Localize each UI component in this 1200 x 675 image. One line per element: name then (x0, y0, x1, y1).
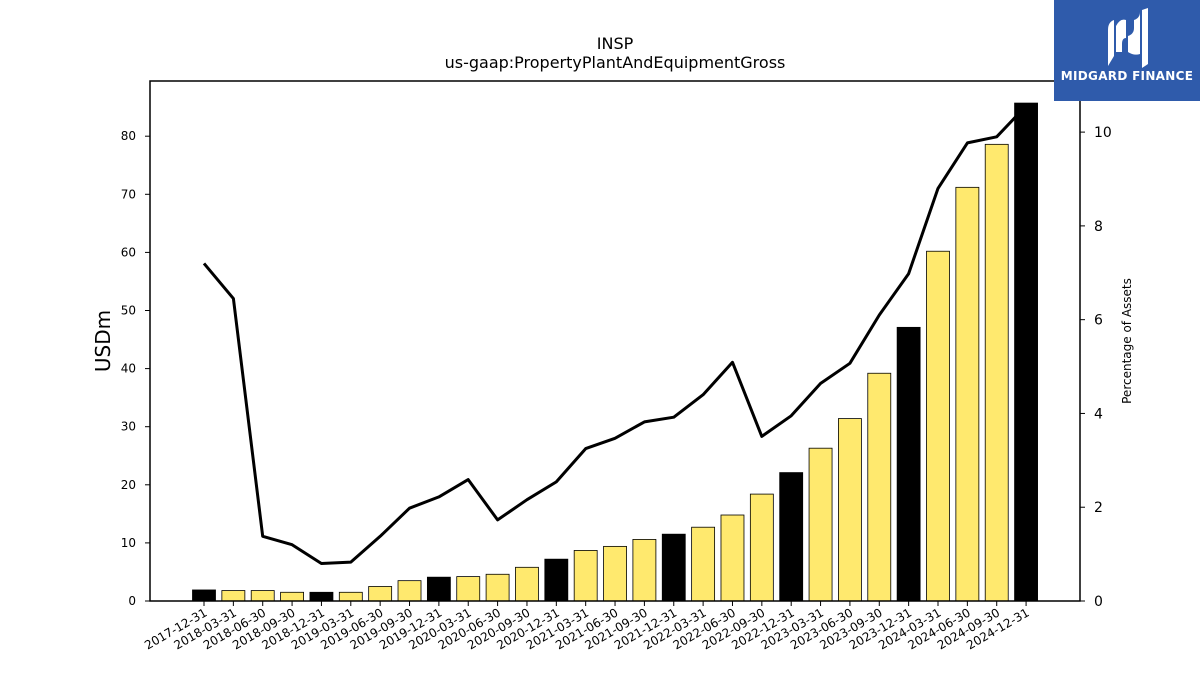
bar (515, 566, 539, 602)
y2-tick-label: 10 (1094, 125, 1112, 141)
bar (808, 447, 833, 602)
y-tick-label: 80 (121, 129, 136, 143)
bar (338, 591, 363, 602)
brand-logo: MIDGARD FINANCE (1054, 0, 1200, 101)
y-tick-label: 50 (121, 303, 136, 317)
y2-tick-label: 2 (1094, 500, 1103, 516)
bar (749, 493, 774, 602)
bar (368, 586, 393, 602)
bar (838, 418, 862, 602)
bar (544, 558, 569, 602)
bar (309, 591, 334, 602)
bar (250, 590, 275, 602)
bar (955, 186, 980, 602)
y-tick-label: 70 (121, 187, 136, 201)
y2-tick-label: 4 (1094, 406, 1103, 422)
bar (779, 472, 804, 602)
bar (632, 539, 657, 602)
bar (221, 590, 246, 602)
y-tick-label: 20 (121, 478, 136, 492)
y-tick-label: 60 (121, 245, 136, 259)
series-line (202, 104, 1028, 565)
y-tick-label: 40 (121, 362, 136, 376)
brand-name: MIDGARD FINANCE (1060, 69, 1194, 83)
bar (984, 143, 1009, 602)
y-tick-label: 10 (121, 536, 136, 550)
bars-group (192, 102, 1038, 602)
logo-mark-icon (1108, 8, 1148, 68)
bar (280, 591, 304, 602)
y-tick-label: 30 (121, 420, 136, 434)
bar (397, 580, 422, 602)
y-tick-label: 0 (128, 594, 136, 608)
bar (456, 576, 481, 602)
chart-title: INSP (597, 34, 634, 53)
chart-subtitle: us-gaap:PropertyPlantAndEquipmentGross (445, 53, 786, 72)
bar (192, 589, 216, 602)
bar (573, 550, 598, 602)
bar (720, 514, 745, 602)
y2-tick-label: 0 (1094, 594, 1103, 610)
y-axis-label: USDm (91, 310, 115, 372)
y2-tick-label: 8 (1094, 219, 1103, 235)
bar (926, 250, 950, 602)
line-group (202, 104, 1028, 565)
bar (691, 526, 716, 602)
bar (485, 573, 510, 602)
bar (867, 372, 892, 602)
bar (603, 545, 627, 602)
bar (426, 576, 451, 602)
bar (1014, 102, 1038, 602)
y2-axis-label: Percentage of Assets (1120, 278, 1134, 404)
bar (661, 533, 686, 602)
bar (896, 326, 921, 602)
y2-tick-label: 6 (1094, 313, 1103, 329)
